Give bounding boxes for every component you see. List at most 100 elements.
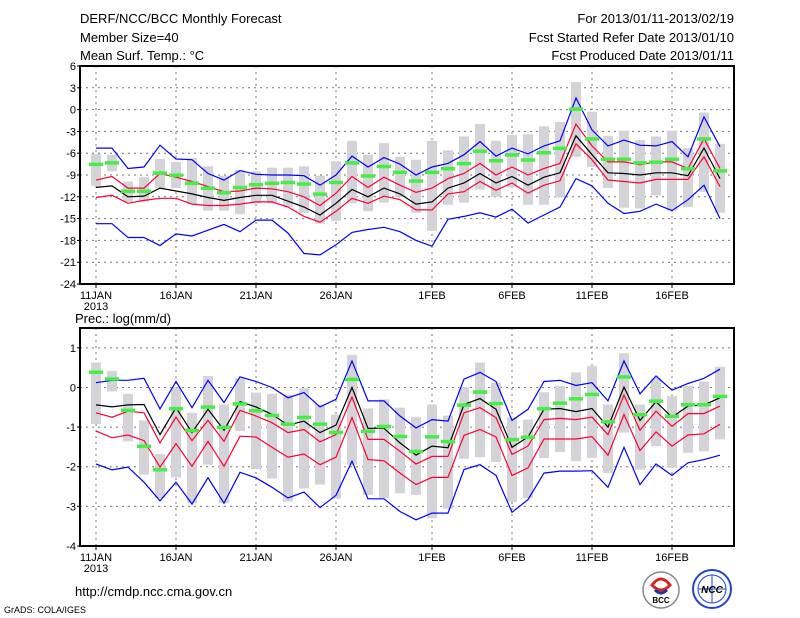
ensemble-box — [235, 169, 245, 215]
y-tick-label: -4 — [66, 541, 76, 553]
green-marker — [233, 185, 247, 190]
green-marker — [185, 181, 199, 185]
ensemble-box — [507, 135, 517, 188]
x-tick-label: 6FEB — [498, 552, 526, 564]
series-max-line — [95, 359, 721, 429]
green-marker — [233, 402, 247, 406]
forecast-period: For 2013/01/11-2013/02/19 — [577, 11, 734, 26]
green-marker — [89, 162, 103, 167]
ensemble-box — [459, 136, 469, 203]
y-tick-label: -3 — [66, 501, 76, 513]
green-marker — [633, 412, 647, 417]
ensemble-box — [171, 387, 181, 478]
produced-date: Fcst Produced Date 2013/01/11 — [551, 48, 734, 63]
x-tick-label: 16FEB — [655, 552, 689, 564]
x-tick-label: 1FEB — [418, 290, 446, 302]
ensemble-box — [315, 404, 325, 485]
ensemble-box — [683, 385, 693, 453]
green-marker — [617, 375, 631, 379]
ensemble-box — [219, 404, 229, 504]
green-marker — [409, 179, 423, 183]
x-tick-label: 16JAN — [159, 290, 192, 302]
ensemble-box — [523, 419, 533, 499]
green-marker — [249, 182, 263, 187]
ensemble-box — [651, 378, 661, 447]
ensemble-box — [523, 134, 533, 205]
series-mean-line — [95, 385, 721, 456]
x-tick-year: 2013 — [84, 563, 108, 575]
ensemble-box — [251, 171, 261, 204]
ensemble-box — [651, 136, 661, 196]
green-marker — [265, 181, 279, 185]
ensemble-box — [635, 140, 645, 209]
green-marker — [361, 429, 375, 434]
ensemble-box — [587, 366, 597, 459]
ensemble-box — [363, 154, 373, 212]
green-marker — [537, 150, 551, 155]
ensemble-box — [395, 407, 405, 494]
green-marker — [601, 157, 615, 162]
green-marker — [649, 399, 663, 403]
green-marker — [425, 170, 439, 175]
ensemble-box — [91, 153, 101, 186]
green-marker — [569, 107, 583, 111]
green-marker — [377, 424, 391, 429]
ensemble-box — [379, 399, 389, 499]
green-marker — [441, 166, 455, 171]
plot-frame — [79, 327, 735, 547]
green-marker — [473, 390, 487, 394]
green-marker — [361, 174, 375, 178]
green-marker — [137, 189, 151, 193]
ensemble-box — [347, 354, 357, 465]
green-marker — [569, 397, 583, 401]
y-tick-label: -9 — [66, 170, 76, 182]
ensemble-box — [91, 362, 101, 424]
green-marker — [553, 401, 567, 405]
x-tick-label: 21JAN — [239, 290, 272, 302]
series-upper-line — [95, 393, 721, 465]
green-marker — [393, 170, 407, 175]
green-marker — [441, 439, 455, 444]
green-marker — [505, 153, 519, 157]
ensemble-box — [459, 387, 469, 459]
ensemble-box — [299, 388, 309, 489]
y-tick-label: -24 — [60, 279, 76, 291]
ensemble-box — [555, 121, 565, 198]
ensemble-box — [267, 393, 277, 479]
refer-date: Fcst Started Refer Date 2013/01/10 — [529, 30, 734, 45]
ensemble-box — [283, 167, 293, 207]
green-marker — [313, 192, 327, 196]
ensemble-box — [443, 150, 453, 205]
green-marker — [169, 173, 183, 177]
x-tick-label: 16JAN — [159, 552, 192, 564]
ensemble-box — [107, 370, 117, 392]
green-marker — [425, 435, 439, 439]
series-upper-line — [95, 122, 721, 207]
green-marker — [697, 137, 711, 141]
ensemble-box — [699, 381, 709, 452]
y-tick-label: 1 — [70, 343, 76, 355]
ensemble-box — [619, 130, 629, 208]
ensemble-box — [603, 404, 613, 474]
green-marker — [89, 370, 103, 374]
y-tick-label: 6 — [70, 61, 76, 73]
y-tick-label: -3 — [66, 126, 76, 138]
green-marker — [681, 402, 695, 407]
green-marker — [297, 182, 311, 186]
green-marker — [617, 157, 631, 162]
green-marker — [457, 161, 471, 166]
green-marker — [201, 186, 215, 191]
green-marker — [281, 422, 295, 426]
green-marker — [521, 435, 535, 439]
ensemble-box — [475, 124, 485, 190]
green-marker — [521, 158, 535, 162]
green-marker — [585, 392, 599, 397]
plot-frame — [79, 65, 735, 285]
ensemble-box — [539, 126, 549, 205]
x-tick-year: 2013 — [84, 301, 108, 313]
ensemble-box — [667, 130, 677, 211]
green-marker — [153, 468, 167, 472]
series-mean-line — [95, 134, 721, 216]
